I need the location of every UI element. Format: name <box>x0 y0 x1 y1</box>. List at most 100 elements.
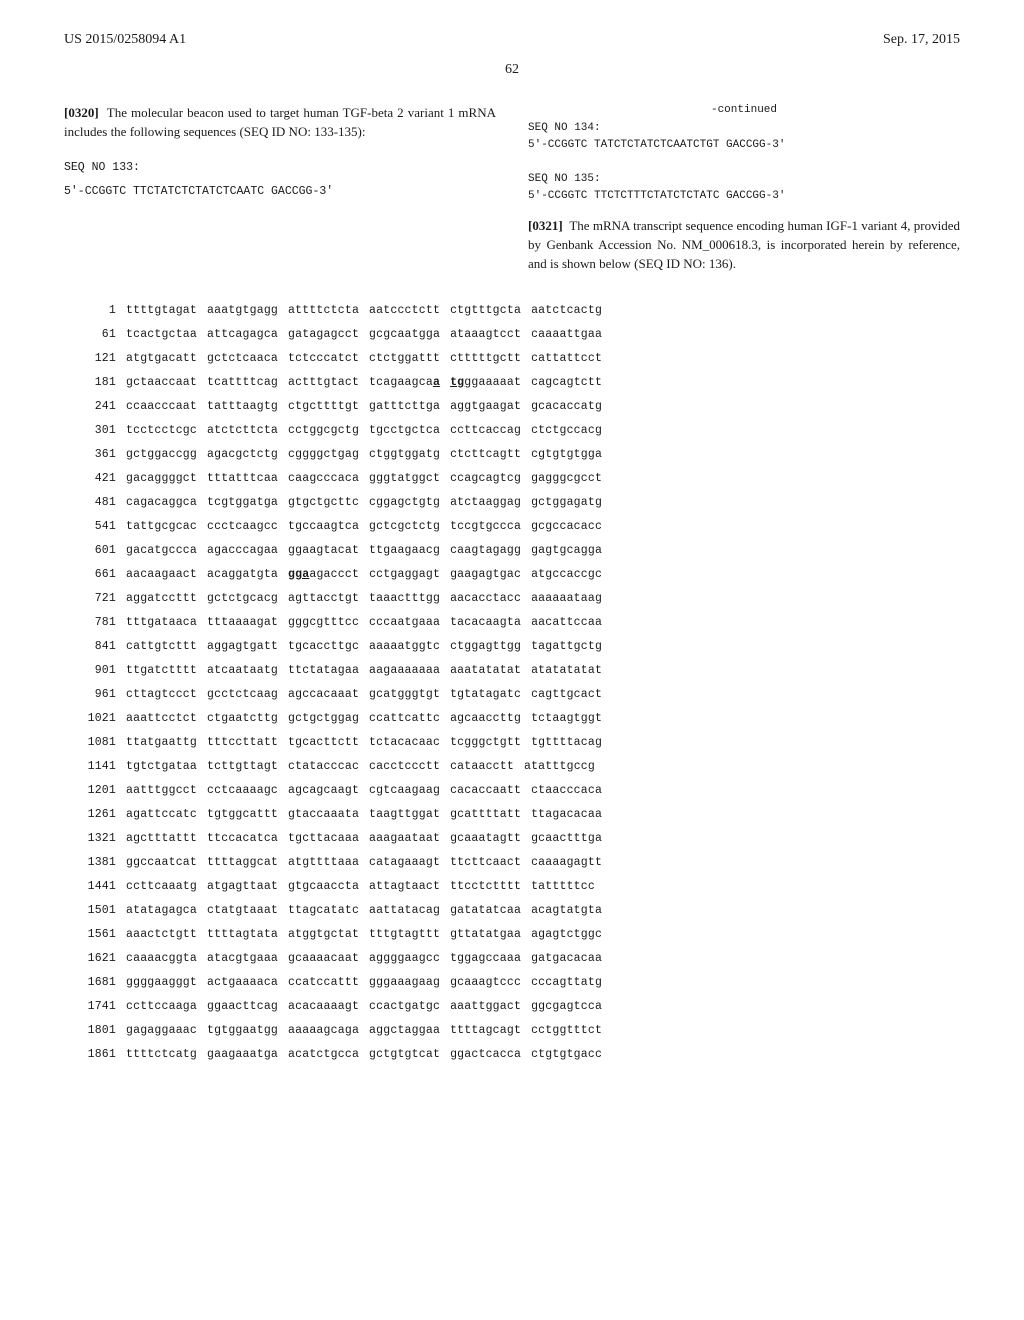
seq-group: tctaagtggt <box>531 712 602 725</box>
seq-row-num: 1801 <box>64 1024 116 1037</box>
seq-group: cctgaggagt <box>369 568 440 581</box>
seq-group: ctcttcagtt <box>450 448 521 461</box>
seq-group: gcaaagtccc <box>450 976 521 989</box>
seq-group: tttgataaca <box>126 616 197 629</box>
seq-group: gagaggaaac <box>126 1024 197 1037</box>
seq-row-groups: ggccaatcatttttaggcatatgttttaaacatagaaagt… <box>126 856 612 869</box>
seq-row-num: 781 <box>64 616 116 629</box>
seq-group: agcagcaagt <box>288 784 359 797</box>
seq-group: ctgaatcttg <box>207 712 278 725</box>
seq-group: acatctgcca <box>288 1048 359 1061</box>
seq-row: 421gacaggggcttttatttcaacaagcccacagggtatg… <box>64 472 960 485</box>
continued-label: -continued <box>528 104 960 116</box>
seq-group: tgccaagtca <box>288 520 359 533</box>
seq-group: atacgtgaaa <box>207 952 278 965</box>
seq-row: 1801gagaggaaactgtggaatggaaaaagcagaaggcta… <box>64 1024 960 1037</box>
seq-group: atatttgccg <box>524 760 595 773</box>
seq-group: actgaaaaca <box>207 976 278 989</box>
para-0321-text: The mRNA transcript sequence encoding hu… <box>528 218 960 271</box>
seq-group: ccttcaaatg <box>126 880 197 893</box>
seq-group: gtgctgcttc <box>288 496 359 509</box>
seq-group: atatagagca <box>126 904 197 917</box>
seq-group: gcattttatt <box>450 808 521 821</box>
seq-group: tcctcctcgc <box>126 424 197 437</box>
left-column: [0320] The molecular beacon used to targ… <box>64 104 496 286</box>
seq-group: gatttcttga <box>369 400 440 413</box>
seq-group: caaaagagtt <box>531 856 602 869</box>
seq-row-num: 301 <box>64 424 116 437</box>
seq-group: aatccctctt <box>369 304 440 317</box>
seq-group: ttttagtata <box>207 928 278 941</box>
seq-row-groups: aatttggcct cctcaaaagc agcagcaagt cgtcaagaag… <box>126 784 612 797</box>
seq-group: agccacaaat <box>288 688 359 701</box>
seq-group: gctcgctctg <box>369 520 440 533</box>
seq-group: cacctccctt <box>369 760 440 773</box>
seq-group: cgtcaagaag <box>369 784 440 797</box>
seq-group: cctcaaaagc <box>207 784 278 797</box>
seq-group: ccttcaccag <box>450 424 521 437</box>
seq-group: ccatccattt <box>288 976 359 989</box>
seq-row-groups: cattgtctttaggagtgatttgcaccttgcaaaaatggtc… <box>126 640 612 653</box>
seq-group: ctatacccac <box>288 760 359 773</box>
seq-group: ttttaggcat <box>207 856 278 869</box>
seq-row: 901ttgatcttttatcaataatgttctatagaaaagaaaa… <box>64 664 960 677</box>
seq-group: gatatatcaa <box>450 904 521 917</box>
seq-row-num: 601 <box>64 544 116 557</box>
seq-group: aaatgtgagg <box>207 304 278 317</box>
seq-group: gggcgtttcc <box>288 616 359 629</box>
seq-group: ggggaagggt <box>126 976 197 989</box>
seq-group: tgtggcattt <box>207 808 278 821</box>
seq-group: acaggatgta <box>207 568 278 581</box>
seq-group: ctggtggatg <box>369 448 440 461</box>
para-0320: [0320] The molecular beacon used to targ… <box>64 104 496 142</box>
seq-group: tagattgctg <box>531 640 602 653</box>
seq-group: ttttagcagt <box>450 1024 521 1037</box>
seq-row-num: 61 <box>64 328 116 341</box>
seq-group: aaaaagcaga <box>288 1024 359 1037</box>
seq-group: gacatgccca <box>126 544 197 557</box>
seq-row: 1381ggccaatcatttttaggcatatgttttaaacataga… <box>64 856 960 869</box>
seq-row-groups: atatagagcactatgtaaatttagcatatcaattatacag… <box>126 904 612 917</box>
seq-group: ttgaagaacg <box>369 544 440 557</box>
seq-group: ggcgagtcca <box>531 1000 602 1013</box>
seq-group: cctggcgctg <box>288 424 359 437</box>
seq-row-num: 181 <box>64 376 116 389</box>
seq-group: gctgtgtcat <box>369 1048 440 1061</box>
seq-group: ggactcacca <box>450 1048 521 1061</box>
seq-group: aaaaaataag <box>531 592 602 605</box>
seq-row-groups: cagacaggcatcgtggatgagtgctgcttccggagctgtg… <box>126 496 612 509</box>
seq-group: caagcccaca <box>288 472 359 485</box>
seq-group: tattgcgcac <box>126 520 197 533</box>
seq-group: tttgtagttt <box>369 928 440 941</box>
seq-group: gcctctcaag <box>207 688 278 701</box>
seq-row-groups: tcactgctaaattcagagcagatagagcctgcgcaatgga… <box>126 328 612 341</box>
seq-row-groups: gctggaccggagacgctctgcggggctgagctggtggatg… <box>126 448 612 461</box>
seq-group: atcaataatg <box>207 664 278 677</box>
seq-group: agattccatc <box>126 808 197 821</box>
seq-row: 1441ccttcaaatgatgagttaatgtgcaacctaattagt… <box>64 880 960 893</box>
para-0321-ref: [0321] <box>528 218 563 233</box>
seq-row-groups: ttttctcatggaagaaatgaacatctgccagctgtgtcat… <box>126 1048 612 1061</box>
seq-row-num: 661 <box>64 568 116 581</box>
seq-group: aatttggcct <box>126 784 197 797</box>
seq-group: ccctcaagcc <box>207 520 278 533</box>
seq-group: tttaaaagat <box>207 616 278 629</box>
seq-group: aggagtgatt <box>207 640 278 653</box>
seq-group: ttgatctttt <box>126 664 197 677</box>
seq-row-groups: gacatgcccaagacccagaaggaagtacatttgaagaacg… <box>126 544 612 557</box>
seq-133-label: SEQ NO 133: <box>64 161 140 174</box>
seq-group: gctggaccgg <box>126 448 197 461</box>
seq-group: attcagagca <box>207 328 278 341</box>
seq-group: tctcccatct <box>288 352 359 365</box>
seq-group: tctacacaac <box>369 736 440 749</box>
para-0320-ref: [0320] <box>64 105 99 120</box>
seq-group: cgtgtgtgga <box>531 448 602 461</box>
seq-row-num: 1681 <box>64 976 116 989</box>
seq-135-label: SEQ NO 135: <box>528 173 601 185</box>
seq-group: ccaacccaat <box>126 400 197 413</box>
seq-group: aacacctacc <box>450 592 521 605</box>
seq-group: gtaccaaata <box>288 808 359 821</box>
seq-row-num: 841 <box>64 640 116 653</box>
seq-row-groups: tttgataacatttaaaagatgggcgtttcccccaatgaaa… <box>126 616 612 629</box>
seq-row: 601 gacatgcccaagacccagaaggaagtacatttgaaga… <box>64 544 960 557</box>
